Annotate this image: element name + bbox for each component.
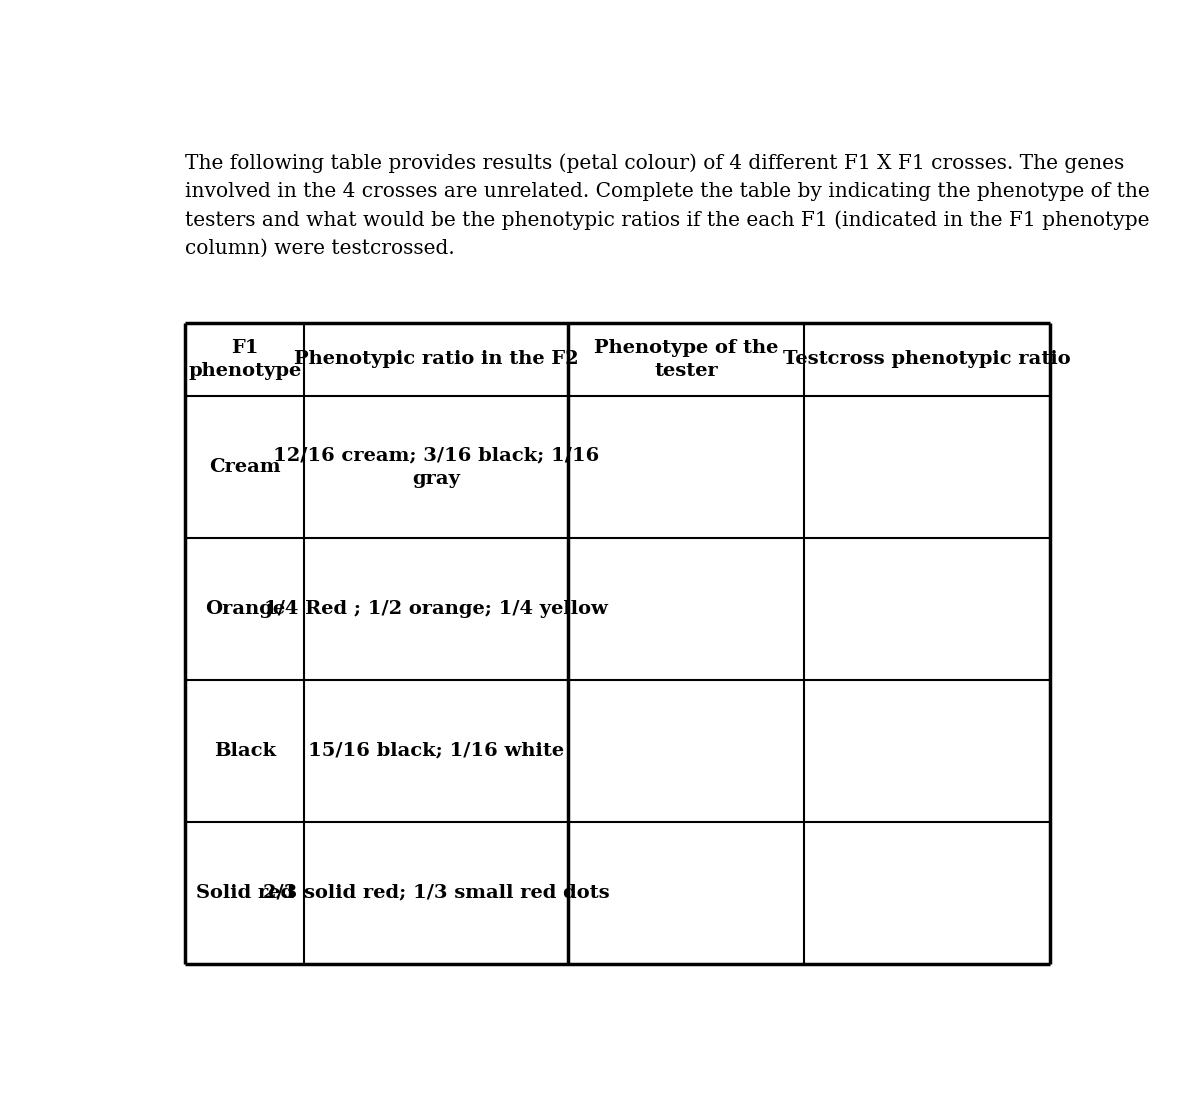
Text: The following table provides results (petal colour) of 4 different F1 X F1 cross: The following table provides results (pe… <box>185 153 1150 257</box>
Bar <box>185 322 1050 964</box>
Text: Phenotype of the
tester: Phenotype of the tester <box>594 339 778 381</box>
Text: Black: Black <box>214 742 276 760</box>
Text: 15/16 black; 1/16 white: 15/16 black; 1/16 white <box>308 742 564 760</box>
Text: Testcross phenotypic ratio: Testcross phenotypic ratio <box>784 351 1070 369</box>
Text: F1
phenotype: F1 phenotype <box>188 339 301 381</box>
Text: 12/16 cream; 3/16 black; 1/16
gray: 12/16 cream; 3/16 black; 1/16 gray <box>274 447 599 488</box>
Text: 2/3 solid red; 1/3 small red dots: 2/3 solid red; 1/3 small red dots <box>263 883 610 902</box>
Text: Cream: Cream <box>209 459 281 476</box>
Text: 1/4 Red ; 1/2 orange; 1/4 yellow: 1/4 Red ; 1/2 orange; 1/4 yellow <box>264 601 608 618</box>
Text: Orange: Orange <box>205 601 284 618</box>
Text: Phenotypic ratio in the F2: Phenotypic ratio in the F2 <box>294 351 578 369</box>
Text: Solid red: Solid red <box>196 883 294 902</box>
